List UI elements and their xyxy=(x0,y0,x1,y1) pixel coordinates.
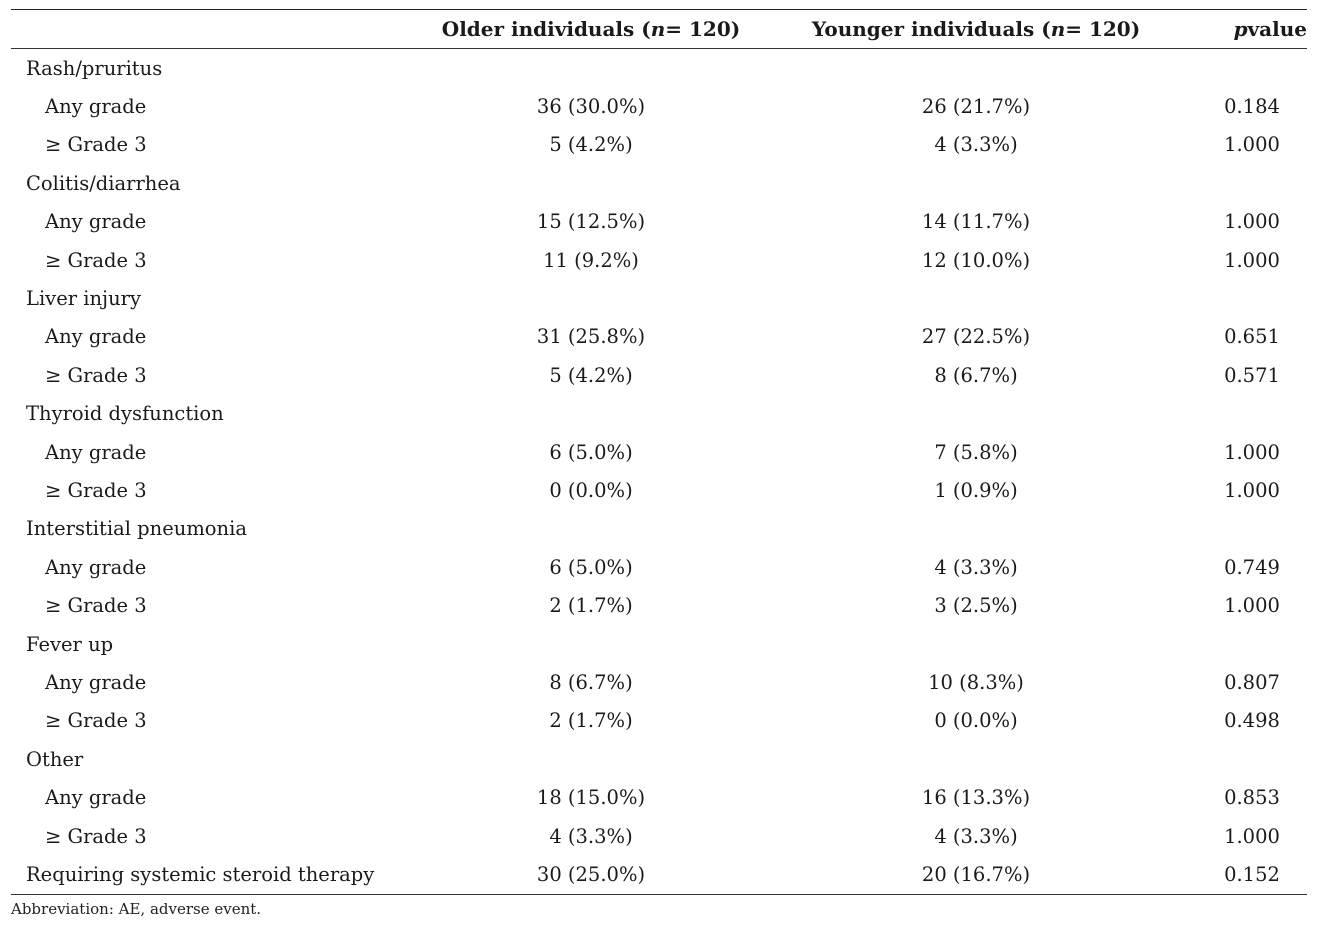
grade3-row: ≥ Grade 3 5 (4.2%) 8 (6.7%) 0.571 xyxy=(11,356,1307,394)
p-value: 0.152 xyxy=(1224,862,1280,886)
group-label: Other xyxy=(26,747,84,771)
older-value: 0 (0.0%) xyxy=(549,478,633,502)
p-value: 0.749 xyxy=(1224,555,1280,579)
younger-value: 14 (11.7%) xyxy=(921,210,1031,234)
older-value: 2 (1.7%) xyxy=(549,594,633,618)
bottom-rule xyxy=(11,893,1307,895)
any-grade-row: Any grade 15 (12.5%) 14 (11.7%) 1.000 xyxy=(11,203,1307,241)
group-label: Colitis/diarrhea xyxy=(26,171,181,195)
header-p-value: p value xyxy=(1233,17,1307,41)
p-value: 0.853 xyxy=(1224,786,1280,810)
group-row: Colitis/diarrhea xyxy=(11,164,1307,202)
grade3-row: ≥ Grade 3 11 (9.2%) 12 (10.0%) 1.000 xyxy=(11,241,1307,279)
younger-value: 20 (16.7%) xyxy=(921,862,1031,886)
younger-value: 27 (22.5%) xyxy=(921,325,1031,349)
group-label: Thyroid dysfunction xyxy=(26,402,224,426)
any-grade-row: Any grade 36 (30.0%) 26 (21.7%) 0.184 xyxy=(11,87,1307,125)
top-rule xyxy=(11,9,1307,10)
p-value: 1.000 xyxy=(1224,440,1280,464)
row-label: ≥ Grade 3 xyxy=(45,133,147,157)
table-body: Rash/pruritus Any grade 36 (30.0%) 26 (21.7… xyxy=(11,49,1307,894)
group-row: Rash/pruritus xyxy=(11,49,1307,87)
younger-value: 10 (8.3%) xyxy=(928,670,1024,694)
younger-value: 3 (2.5%) xyxy=(934,594,1018,618)
older-value: 15 (12.5%) xyxy=(536,210,646,234)
header-older: Older individuals (n = 120) xyxy=(441,17,741,41)
group-row: Other xyxy=(11,740,1307,778)
header-younger: Younger individuals (n = 120) xyxy=(811,17,1141,41)
row-label: ≥ Grade 3 xyxy=(45,363,147,387)
older-value: 4 (3.3%) xyxy=(549,824,633,848)
younger-value: 16 (13.3%) xyxy=(921,786,1031,810)
younger-value: 1 (0.9%) xyxy=(934,478,1018,502)
group-row: Interstitial pneumonia xyxy=(11,510,1307,548)
older-value: 31 (25.8%) xyxy=(536,325,646,349)
younger-value: 26 (21.7%) xyxy=(921,95,1031,119)
row-label: Any grade xyxy=(45,555,147,579)
group-label: Fever up xyxy=(26,632,114,656)
row-label: Requiring systemic steroid therapy xyxy=(26,862,375,886)
grade3-row: ≥ Grade 3 2 (1.7%) 3 (2.5%) 1.000 xyxy=(11,586,1307,624)
row-label: ≥ Grade 3 xyxy=(45,594,147,618)
group-row: Thyroid dysfunction xyxy=(11,395,1307,433)
grade3-row: ≥ Grade 3 2 (1.7%) 0 (0.0%) 0.498 xyxy=(11,702,1307,740)
any-grade-row: Any grade 6 (5.0%) 7 (5.8%) 1.000 xyxy=(11,433,1307,471)
older-value: 36 (30.0%) xyxy=(536,95,646,119)
p-value: 1.000 xyxy=(1224,824,1280,848)
group-row: Fever up xyxy=(11,625,1307,663)
group-row: Liver injury xyxy=(11,279,1307,317)
younger-value: 0 (0.0%) xyxy=(934,709,1018,733)
older-value: 2 (1.7%) xyxy=(549,709,633,733)
group-label: Interstitial pneumonia xyxy=(26,517,247,541)
older-value: 11 (9.2%) xyxy=(543,248,639,272)
p-value: 1.000 xyxy=(1224,594,1280,618)
grade3-row: ≥ Grade 3 4 (3.3%) 4 (3.3%) 1.000 xyxy=(11,817,1307,855)
older-value: 5 (4.2%) xyxy=(549,133,633,157)
p-value: 0.651 xyxy=(1224,325,1280,349)
row-label: Any grade xyxy=(45,95,147,119)
any-grade-row: Any grade 6 (5.0%) 4 (3.3%) 0.749 xyxy=(11,548,1307,586)
row-label: ≥ Grade 3 xyxy=(45,478,147,502)
younger-value: 4 (3.3%) xyxy=(934,555,1018,579)
younger-value: 7 (5.8%) xyxy=(934,440,1018,464)
row-label: Any grade xyxy=(45,325,147,349)
row-label: Any grade xyxy=(45,210,147,234)
older-value: 6 (5.0%) xyxy=(549,555,633,579)
younger-value: 4 (3.3%) xyxy=(934,824,1018,848)
p-value: 1.000 xyxy=(1224,133,1280,157)
row-label: ≥ Grade 3 xyxy=(45,709,147,733)
group-label: Liver injury xyxy=(26,287,142,311)
younger-value: 8 (6.7%) xyxy=(934,363,1018,387)
any-grade-row: Any grade 8 (6.7%) 10 (8.3%) 0.807 xyxy=(11,663,1307,701)
table-header-row: Older individuals (n = 120) Younger indi… xyxy=(11,10,1307,48)
row-label: ≥ Grade 3 xyxy=(45,824,147,848)
p-value: 0.498 xyxy=(1224,709,1280,733)
older-value: 6 (5.0%) xyxy=(549,440,633,464)
row-label: Any grade xyxy=(45,440,147,464)
p-value: 1.000 xyxy=(1224,210,1280,234)
older-value: 8 (6.7%) xyxy=(549,670,633,694)
older-value: 18 (15.0%) xyxy=(536,786,646,810)
adverse-events-table: Older individuals (n = 120) Younger indi… xyxy=(11,9,1307,895)
older-value: 5 (4.2%) xyxy=(549,363,633,387)
any-grade-row: Any grade 18 (15.0%) 16 (13.3%) 0.853 xyxy=(11,778,1307,816)
grade3-row: ≥ Grade 3 0 (0.0%) 1 (0.9%) 1.000 xyxy=(11,471,1307,509)
row-label: Any grade xyxy=(45,786,147,810)
row-label: Any grade xyxy=(45,670,147,694)
older-value: 30 (25.0%) xyxy=(536,862,646,886)
steroid-row: Requiring systemic steroid therapy 30 (25… xyxy=(11,855,1307,893)
younger-value: 4 (3.3%) xyxy=(934,133,1018,157)
p-value: 0.184 xyxy=(1224,95,1280,119)
p-value: 1.000 xyxy=(1224,478,1280,502)
row-label: ≥ Grade 3 xyxy=(45,248,147,272)
header-rule xyxy=(11,48,1307,49)
footnote: Abbreviation: AE, adverse event. xyxy=(11,900,262,918)
p-value: 1.000 xyxy=(1224,248,1280,272)
p-value: 0.571 xyxy=(1224,363,1280,387)
any-grade-row: Any grade 31 (25.8%) 27 (22.5%) 0.651 xyxy=(11,318,1307,356)
grade3-row: ≥ Grade 3 5 (4.2%) 4 (3.3%) 1.000 xyxy=(11,126,1307,164)
group-label: Rash/pruritus xyxy=(26,56,163,80)
younger-value: 12 (10.0%) xyxy=(921,248,1031,272)
p-value: 0.807 xyxy=(1224,670,1280,694)
